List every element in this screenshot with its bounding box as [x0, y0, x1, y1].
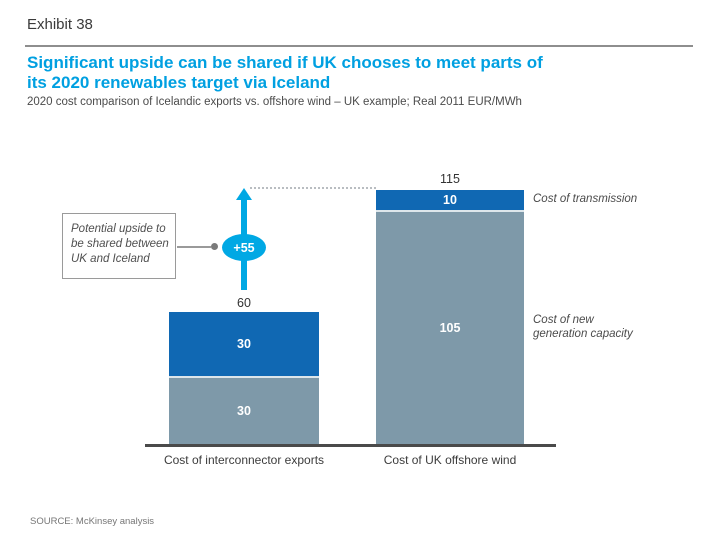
exhibit-number: Exhibit 38: [27, 16, 93, 33]
exhibit-subtitle: 2020 cost comparison of Icelandic export…: [27, 96, 522, 108]
exhibit-title: Significant upside can be shared if UK c…: [27, 53, 543, 92]
bar2-category-label: Cost of UK offshore wind: [383, 453, 517, 467]
bar1-total-label: 60: [237, 296, 251, 310]
bar2-transmission-segment: 10: [376, 190, 524, 212]
legend-cost-of-new-generation: Cost of new generation capacity: [533, 314, 633, 341]
bar-uk-offshore-wind: 105 10: [376, 190, 524, 444]
legend-cost-of-transmission: Cost of transmission: [533, 193, 638, 205]
callout-line-1: Potential upside to: [71, 223, 166, 235]
bar1-generation-value: 30: [237, 404, 251, 418]
bar1-generation-segment: 30: [169, 378, 319, 444]
bar2-transmission-value: 10: [443, 193, 457, 207]
header-divider: [25, 45, 693, 47]
title-line-2: its 2020 renewables target via Iceland: [27, 72, 331, 92]
delta-badge: +55: [222, 234, 266, 261]
bar2-generation-segment: 105: [376, 212, 524, 444]
bar2-generation-value: 105: [439, 321, 461, 335]
callout-line-3: UK and Iceland: [71, 253, 150, 265]
bar2-total-label: 115: [440, 172, 460, 186]
callout-connector-line: [177, 246, 211, 248]
upside-arrow-head-icon: [236, 188, 252, 200]
callout-connector-dot-icon: [211, 243, 218, 250]
upside-callout-box: Potential upside to be shared between UK…: [62, 213, 176, 279]
bar1-transmission-value: 30: [237, 337, 251, 351]
upside-dotted-connector: [250, 187, 376, 189]
bar1-transmission-segment: 30: [169, 312, 319, 378]
title-line-1: Significant upside can be shared if UK c…: [27, 53, 543, 72]
callout-line-2: be shared between: [71, 238, 169, 250]
legend-generation-line-2: generation capacity: [533, 327, 633, 340]
x-axis-baseline: [145, 444, 556, 447]
legend-generation-line-1: Cost of new: [533, 314, 594, 326]
bar1-category-label: Cost of interconnector exports: [163, 453, 325, 467]
bar-interconnector-exports: 30 30: [169, 312, 319, 444]
source-note: SOURCE: McKinsey analysis: [30, 516, 155, 527]
